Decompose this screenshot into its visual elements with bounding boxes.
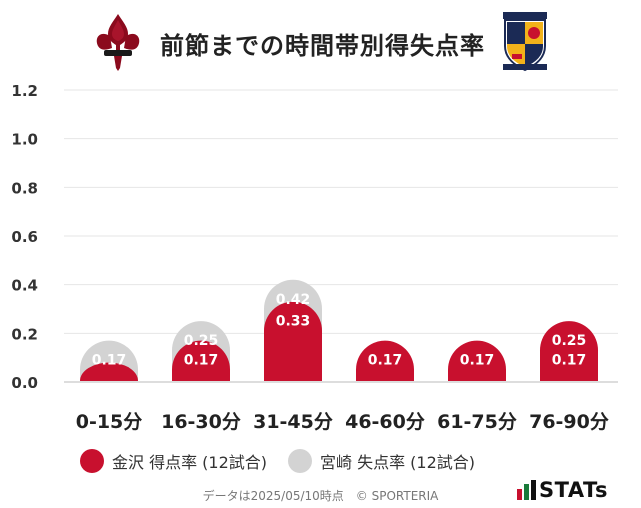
data-label-miyazaki: 0.17: [552, 353, 587, 369]
x-tick-label: 46-60分: [345, 411, 425, 433]
legend-item-miyazaki: 宮崎 失点率 (12試合): [288, 446, 475, 476]
y-tick-label: 0.0: [11, 374, 38, 392]
stats-brand-text: STATs: [539, 478, 608, 502]
data-label-miyazaki: 0.25: [184, 333, 219, 349]
data-label-miyazaki: 0.17: [92, 353, 127, 369]
bar-kanazawa: [80, 362, 138, 381]
stats-bars-icon: [517, 480, 536, 500]
data-label-miyazaki: 0.42: [276, 292, 311, 308]
y-tick-label: 0.6: [11, 228, 38, 246]
data-label-kanazawa: 0.33: [276, 314, 311, 330]
footnote: データは2025/05/10時点 © SPORTERIA: [202, 489, 439, 503]
data-label-kanazawa: 0.17: [184, 353, 219, 369]
bar-kanazawa: [356, 340, 414, 381]
x-tick-label: 0-15分: [76, 411, 143, 433]
page-title: 前節までの時間帯別得失点率: [160, 32, 485, 60]
legend-swatch-miyazaki: [288, 449, 312, 473]
legend-swatch-kanazawa: [80, 449, 104, 473]
x-tick-label: 61-75分: [437, 411, 517, 433]
legend-label-kanazawa: 金沢 得点率 (12試合): [112, 453, 268, 472]
kanazawa-crest-icon: [92, 12, 144, 72]
x-tick-label: 31-45分: [253, 411, 333, 433]
bar-kanazawa: [172, 340, 230, 381]
data-label-kanazawa: 0.17: [460, 353, 495, 369]
y-tick-label: 1.2: [11, 82, 38, 100]
x-tick-label: 16-30分: [161, 411, 241, 433]
y-tick-label: 1.0: [11, 131, 38, 149]
data-label-kanazawa: 0.25: [552, 333, 587, 349]
stats-brand: STATs: [517, 477, 608, 503]
data-label-kanazawa: 0.17: [368, 353, 403, 369]
bar-chart: 0.0 0.2 0.4 0.6 0.8 1.0 1.2 0.17 0-15分 0.25 0.17 16…: [11, 82, 618, 433]
x-tick-label: 76-90分: [529, 411, 609, 433]
bar-kanazawa: [540, 321, 598, 381]
chart-legend: 金沢 得点率 (12試合) 宮崎 失点率 (12試合): [0, 446, 641, 476]
miyazaki-crest-icon: [500, 10, 550, 72]
y-tick-label: 0.2: [11, 325, 38, 343]
y-tick-label: 0.8: [11, 179, 38, 197]
legend-item-kanazawa: 金沢 得点率 (12試合): [80, 446, 267, 476]
bar-kanazawa: [448, 340, 506, 381]
y-tick-label: 0.4: [11, 277, 38, 295]
bar-kanazawa: [264, 301, 322, 381]
legend-label-miyazaki: 宮崎 失点率 (12試合): [320, 453, 476, 472]
